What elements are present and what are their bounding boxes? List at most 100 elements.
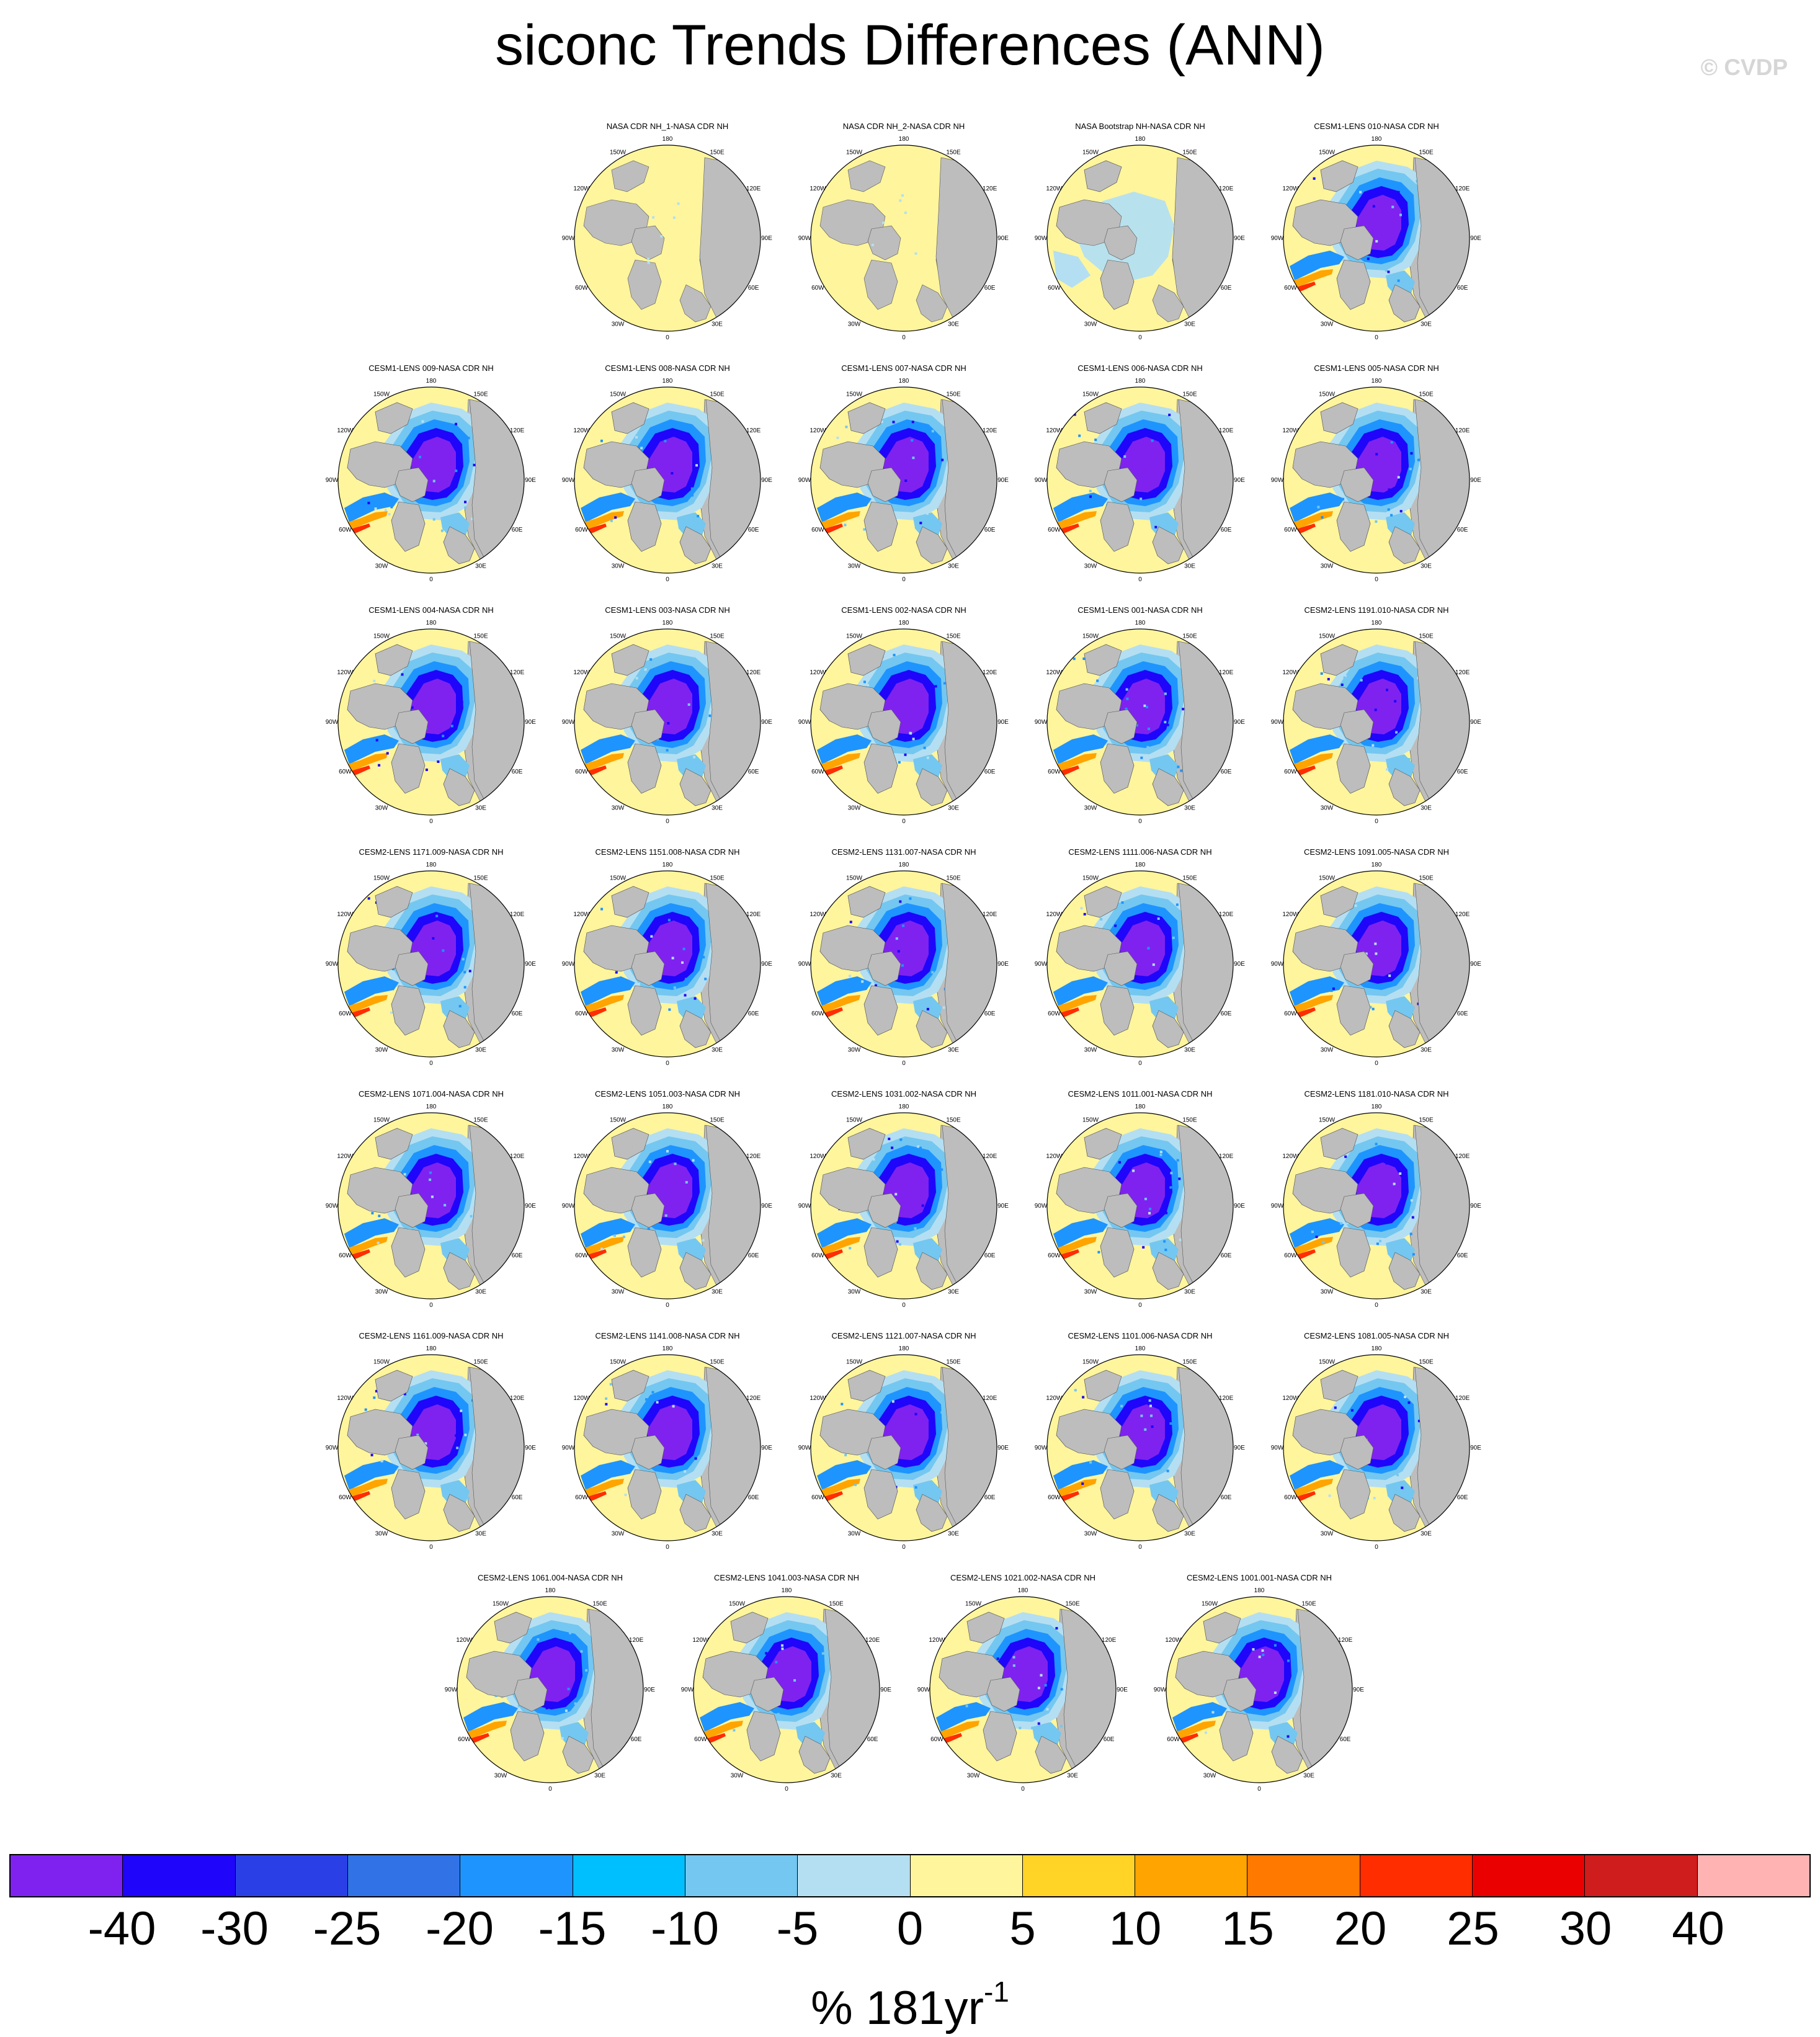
longitude-label: 30E <box>475 1047 486 1054</box>
map-panel: CESM2-LENS 1171.009-NASA CDR NH 180 150E 12… <box>326 847 537 1083</box>
longitude-label: 90E <box>1234 235 1245 242</box>
longitude-label: 180 <box>1018 1587 1028 1594</box>
longitude-label: 120E <box>1455 427 1470 434</box>
longitude-label: 90E <box>1470 477 1481 484</box>
polar-map: 180 150E 120E 90E 60E 30E 0 30W 60W 90W 120W 150W <box>1035 862 1245 1067</box>
polar-map: 180 150E 120E 90E 60E 30E 0 30W 60W 90W 120W 150W <box>798 1345 1009 1551</box>
longitude-label: 60E <box>512 1494 523 1501</box>
longitude-label: 90E <box>761 1203 772 1210</box>
longitude-label: 120E <box>1219 427 1234 434</box>
map-outline <box>1283 386 1470 574</box>
longitude-label: 0 <box>1138 334 1142 341</box>
longitude-label: 30E <box>475 1531 486 1538</box>
map-outline <box>1046 870 1234 1058</box>
longitude-label: 150W <box>1202 1600 1218 1607</box>
longitude-label: 150W <box>846 1117 863 1123</box>
colorbar-segment <box>11 1855 123 1896</box>
longitude-label: 90W <box>1035 235 1048 242</box>
longitude-label: 90W <box>326 1445 339 1451</box>
panel-title: CESM2-LENS 1171.009-NASA CDR NH <box>359 847 504 857</box>
longitude-label: 60E <box>748 1010 759 1017</box>
longitude-label: 30W <box>848 563 861 570</box>
longitude-label: 180 <box>426 378 437 385</box>
map-outline <box>1046 1112 1234 1299</box>
longitude-label: 90W <box>1035 1203 1048 1210</box>
longitude-label: 120E <box>746 427 761 434</box>
panel-title: CESM2-LENS 1051.003-NASA CDR NH <box>594 1089 741 1099</box>
longitude-label: 120W <box>1282 1395 1299 1402</box>
longitude-label: 90E <box>1470 961 1481 968</box>
longitude-label: 150W <box>1319 391 1336 398</box>
longitude-label: 120E <box>1219 669 1234 676</box>
polar-map: 180 150E 120E 90E 60E 30E 0 30W 60W 90W 120W 150W <box>1271 620 1481 825</box>
colorbar-tick-label: -30 <box>200 1902 269 1955</box>
map-panel: CESM2-LENS 1161.009-NASA CDR NH 180 150E 12… <box>326 1331 537 1567</box>
polar-map: 180 150E 120E 90E 60E 30E 0 30W 60W 90W 120W 150W <box>917 1587 1128 1793</box>
longitude-label: 0 <box>902 1060 906 1067</box>
longitude-label: 150E <box>710 391 725 398</box>
longitude-label: 150E <box>946 391 961 398</box>
map-outline <box>574 386 761 574</box>
longitude-label: 90E <box>997 1445 1009 1451</box>
longitude-label: 150E <box>710 875 725 881</box>
longitude-label: 120E <box>1338 1637 1353 1644</box>
longitude-label: 30E <box>948 321 959 328</box>
panel-title: CESM2-LENS 1101.006-NASA CDR NH <box>1068 1331 1213 1340</box>
longitude-label: 180 <box>1254 1587 1265 1594</box>
longitude-label: 90W <box>562 235 575 242</box>
longitude-label: 90E <box>761 961 772 968</box>
longitude-label: 0 <box>1375 334 1378 341</box>
panel-title: CESM1-LENS 010-NASA CDR NH <box>1314 122 1439 131</box>
longitude-label: 150E <box>592 1600 607 1607</box>
longitude-label: 90W <box>1035 719 1048 726</box>
panel-title: CESM1-LENS 002-NASA CDR NH <box>841 605 966 615</box>
map-panel: CESM2-LENS 1131.007-NASA CDR NH 180 150E 12… <box>798 847 1009 1083</box>
longitude-label: 90W <box>798 477 811 484</box>
longitude-label: 0 <box>902 1544 906 1551</box>
panel-title: NASA CDR NH_1-NASA CDR NH <box>606 122 729 131</box>
map-panel: CESM1-LENS 006-NASA CDR NH 180 150E 120E 90E… <box>1035 363 1246 599</box>
colorbar-unit-text: % 181yr <box>811 1982 984 2035</box>
panel-title: CESM2-LENS 1021.002-NASA CDR NH <box>950 1573 1096 1582</box>
longitude-label: 90W <box>562 1203 575 1210</box>
colorbar-segment <box>1247 1855 1360 1896</box>
longitude-label: 180 <box>1372 378 1382 385</box>
longitude-label: 60W <box>339 1010 352 1017</box>
longitude-label: 150W <box>373 633 390 640</box>
longitude-label: 60W <box>1048 1010 1061 1017</box>
longitude-label: 60W <box>1048 285 1061 292</box>
longitude-label: 30E <box>1421 805 1432 812</box>
longitude-label: 150E <box>710 633 725 640</box>
panel-title: CESM2-LENS 1041.003-NASA CDR NH <box>713 1573 860 1582</box>
map-outline <box>810 628 997 816</box>
longitude-label: 0 <box>785 1786 788 1793</box>
longitude-label: 150E <box>710 1358 725 1365</box>
longitude-label: 60E <box>984 285 996 292</box>
longitude-label: 150E <box>1419 1117 1434 1123</box>
longitude-label: 120W <box>337 1153 354 1160</box>
map-outline <box>810 1112 997 1299</box>
longitude-label: 120E <box>983 1395 997 1402</box>
map-panel: CESM2-LENS 1021.002-NASA CDR NH 180 150E 12… <box>917 1573 1128 1809</box>
longitude-label: 30W <box>848 1289 861 1296</box>
longitude-label: 150E <box>946 1358 961 1365</box>
longitude-label: 60E <box>512 769 523 775</box>
longitude-label: 30E <box>948 563 959 570</box>
longitude-label: 150W <box>610 1358 627 1365</box>
polar-map: 180 150E 120E 90E 60E 30E 0 30W 60W 90W 120W 150W <box>1035 136 1245 341</box>
longitude-label: 120W <box>1282 911 1299 918</box>
map-panel: CESM2-LENS 1041.003-NASA CDR NH 180 150E 12… <box>681 1573 892 1809</box>
longitude-label: 150W <box>373 391 390 398</box>
map-outline <box>457 1596 644 1783</box>
longitude-label: 120W <box>1046 669 1063 676</box>
longitude-label: 120E <box>1219 1153 1234 1160</box>
longitude-label: 90E <box>997 477 1009 484</box>
longitude-label: 150E <box>1301 1600 1316 1607</box>
polar-map: 180 150E 120E 90E 60E 30E 0 30W 60W 90W 120W 150W <box>1035 1345 1245 1551</box>
longitude-label: 90E <box>644 1687 655 1693</box>
cvdp-watermark: © CVDP <box>1700 55 1788 80</box>
map-outline <box>1283 1354 1470 1541</box>
longitude-label: 120W <box>1165 1637 1182 1644</box>
longitude-label: 60W <box>575 527 588 533</box>
longitude-label: 60E <box>1457 527 1468 533</box>
